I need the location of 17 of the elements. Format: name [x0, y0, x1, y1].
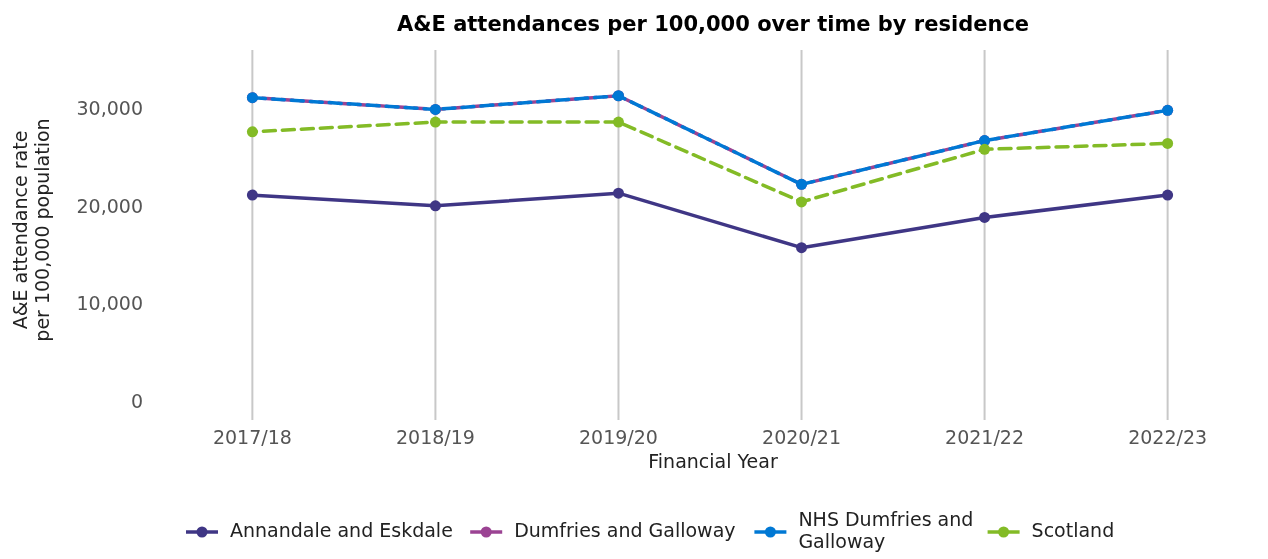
legend-label: Annandale and Eskdale: [230, 519, 453, 541]
y-tick-label: 0: [130, 389, 143, 412]
x-axis-title: Financial Year: [648, 450, 778, 472]
x-tick-label: 2018/19: [395, 426, 475, 448]
x-tick-label: 2021/22: [945, 426, 1025, 448]
y-axis-title: A&E attendance rate per 100,000 population: [9, 118, 53, 342]
x-tick-label: 2020/21: [762, 426, 841, 448]
y-tick-label: 20,000: [76, 194, 143, 217]
y-tick-label: 30,000: [76, 97, 143, 120]
legend-label: Scotland: [1031, 519, 1115, 541]
chart-title: A&E attendances per 100,000 over time by residence: [396, 12, 1030, 36]
x-tick-label: 2022/23: [1128, 426, 1208, 448]
legend-label: NHS Dumfries and Galloway: [798, 508, 974, 552]
legend-label: Dumfries and Galloway: [514, 519, 736, 541]
y-tick-label: 10,000: [76, 292, 143, 315]
x-tick-label: 2019/20: [579, 426, 658, 448]
x-tick-label: 2017/18: [212, 426, 292, 448]
